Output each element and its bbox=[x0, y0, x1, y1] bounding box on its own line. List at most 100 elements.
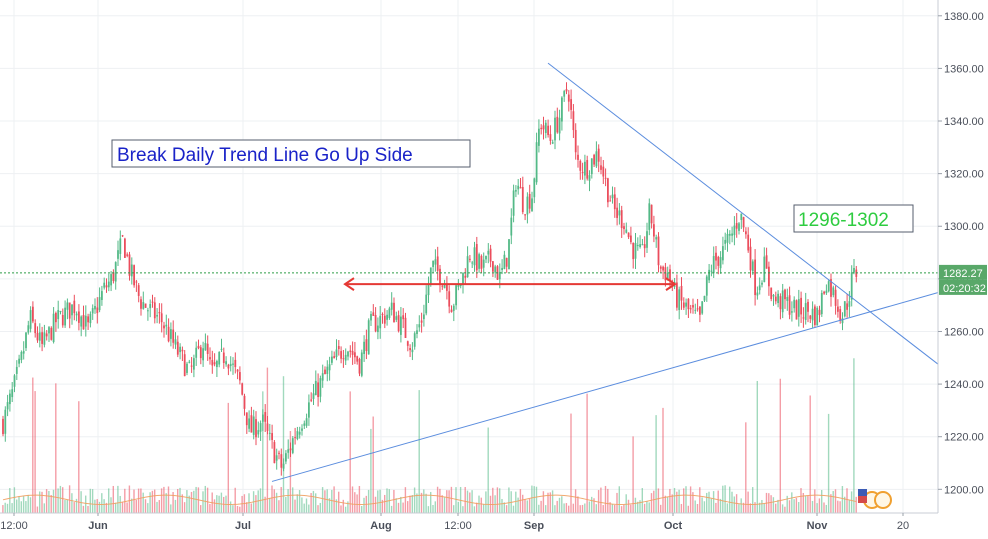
volume-bar bbox=[144, 499, 147, 513]
volume-bar bbox=[64, 499, 66, 513]
candle-body bbox=[107, 281, 110, 288]
event-flag-icon[interactable] bbox=[874, 491, 892, 509]
y-axis-tick-label: 1340.00 bbox=[944, 116, 984, 128]
candle-body bbox=[73, 300, 76, 314]
candle-body bbox=[797, 299, 800, 317]
volume-bar bbox=[554, 505, 556, 513]
candle-body bbox=[600, 165, 602, 170]
candle-body bbox=[558, 117, 561, 134]
candle-body bbox=[763, 256, 766, 283]
volume-bar bbox=[202, 491, 204, 513]
volume-bar bbox=[119, 495, 121, 513]
target-box[interactable] bbox=[793, 204, 914, 233]
candle-body bbox=[565, 89, 568, 92]
candle-body bbox=[296, 431, 299, 439]
volume-bar bbox=[512, 505, 515, 513]
candle-body bbox=[843, 301, 846, 317]
candle-body bbox=[367, 320, 370, 355]
countdown-label: 02:20:32 bbox=[943, 283, 986, 295]
volume-bar bbox=[361, 506, 363, 513]
candle-body bbox=[390, 302, 393, 310]
candle-body bbox=[209, 357, 211, 360]
candle-body bbox=[505, 257, 508, 267]
volume-bar bbox=[62, 487, 64, 513]
trendline-ascending[interactable] bbox=[271, 291, 941, 482]
volume-bar bbox=[646, 501, 648, 513]
volume-bar bbox=[34, 391, 36, 513]
volume-bar bbox=[193, 490, 195, 513]
candle-body bbox=[291, 438, 294, 453]
candle-body bbox=[61, 314, 64, 326]
y-axis: 1200.001220.001240.001260.001280.001300.… bbox=[937, 0, 988, 534]
candle-body bbox=[216, 361, 218, 368]
candle-body bbox=[395, 316, 398, 320]
volume-bar bbox=[533, 486, 535, 513]
candle-body bbox=[751, 261, 754, 272]
candle-body bbox=[802, 317, 805, 319]
volume-bar bbox=[770, 495, 772, 513]
candle-body bbox=[287, 449, 290, 453]
volume-bar bbox=[551, 490, 554, 513]
volume-bar bbox=[584, 503, 586, 513]
candle-body bbox=[165, 324, 168, 327]
volume-bar bbox=[121, 501, 124, 513]
volume-bar bbox=[85, 495, 87, 513]
volume-bar bbox=[563, 503, 565, 513]
candle-body bbox=[618, 210, 621, 216]
candle-body bbox=[321, 373, 324, 381]
candle-body bbox=[149, 304, 152, 309]
candle-body bbox=[282, 463, 285, 469]
candle-body bbox=[733, 225, 736, 236]
trendline-descending[interactable] bbox=[547, 62, 941, 367]
candle-body bbox=[68, 302, 71, 319]
volume-bar bbox=[556, 500, 558, 513]
candle-body bbox=[71, 304, 73, 316]
volume-bar bbox=[213, 499, 216, 513]
candle-body bbox=[561, 97, 563, 122]
volume-bar bbox=[413, 487, 416, 513]
volume-bar bbox=[278, 500, 280, 513]
volume-bar bbox=[374, 496, 377, 513]
candle-body bbox=[616, 207, 618, 218]
volume-bar bbox=[310, 492, 312, 513]
candle-body bbox=[298, 431, 301, 435]
volume-bar bbox=[602, 505, 604, 513]
title-box[interactable] bbox=[111, 139, 471, 168]
volume-bar bbox=[183, 502, 186, 513]
candle-body bbox=[57, 310, 60, 320]
candle-body bbox=[655, 237, 658, 240]
volume-bar bbox=[11, 503, 13, 513]
volume-bar bbox=[280, 487, 282, 513]
candle-body bbox=[137, 285, 140, 296]
volume-bar bbox=[809, 395, 811, 513]
volume-bar bbox=[673, 487, 676, 513]
candle-body bbox=[738, 223, 740, 231]
volume-bar bbox=[216, 495, 218, 513]
candle-body bbox=[646, 231, 648, 248]
volume-bar bbox=[347, 501, 349, 513]
candle-body bbox=[252, 416, 255, 435]
candle-body bbox=[176, 341, 179, 355]
candle-body bbox=[535, 142, 538, 183]
candle-body bbox=[285, 453, 287, 462]
candle-body bbox=[202, 348, 204, 361]
volume-bar bbox=[333, 486, 335, 513]
candle-body bbox=[15, 366, 18, 374]
candle-body bbox=[701, 301, 704, 314]
volume-bar bbox=[98, 501, 101, 513]
candle-body bbox=[2, 418, 4, 435]
candle-body bbox=[266, 423, 269, 431]
volume-bar bbox=[839, 501, 841, 513]
volume-bar bbox=[570, 413, 572, 513]
volume-bar bbox=[112, 485, 114, 513]
candle-body bbox=[597, 148, 600, 162]
volume-bar bbox=[508, 487, 510, 513]
candle-body bbox=[807, 301, 809, 312]
candle-body bbox=[9, 393, 11, 405]
volume-bar bbox=[726, 503, 729, 513]
volume-bar bbox=[597, 490, 600, 513]
volume-bar bbox=[271, 485, 273, 513]
volume-bar bbox=[476, 502, 478, 513]
volume-bar bbox=[133, 489, 135, 513]
